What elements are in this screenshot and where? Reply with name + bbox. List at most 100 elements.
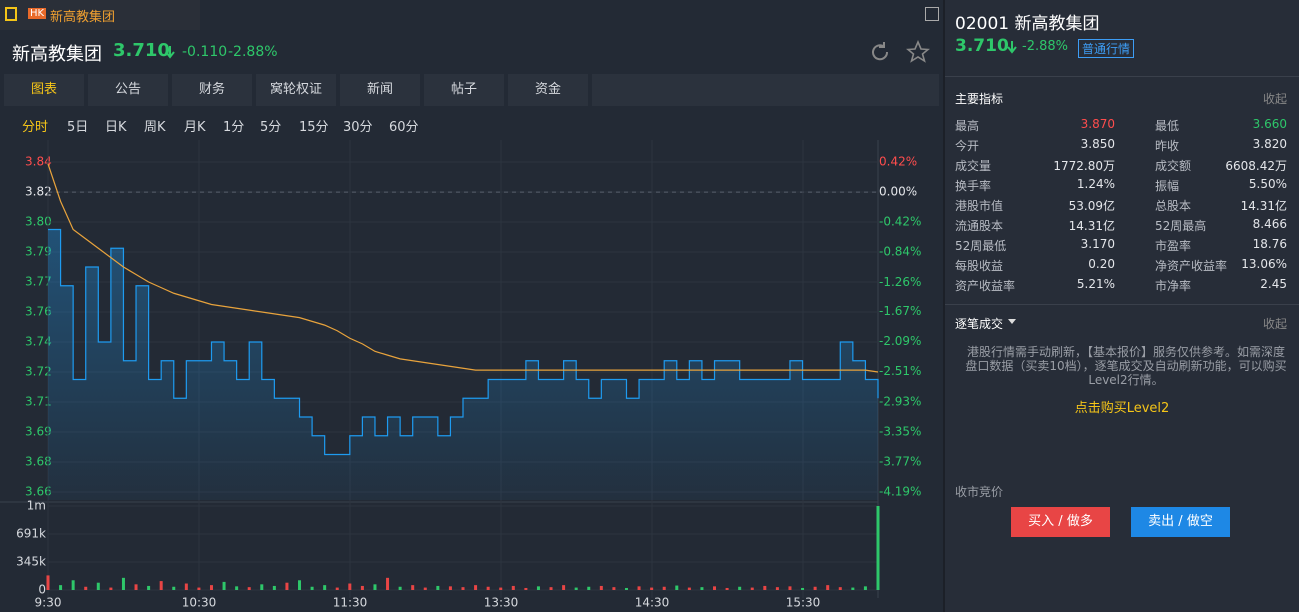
volume-bar bbox=[474, 585, 478, 590]
y2-tick-label: 0.00% bbox=[879, 185, 917, 199]
tab[interactable]: 帖子 bbox=[424, 74, 504, 106]
sell-button[interactable]: 卖出 / 做空 bbox=[1131, 507, 1230, 537]
y2-tick-label: -3.35% bbox=[879, 424, 921, 438]
volume-bar bbox=[310, 586, 314, 590]
stat-value: 0.20 bbox=[1088, 257, 1115, 271]
collapse[interactable]: 收起 bbox=[1263, 92, 1288, 106]
quote-badge[interactable]: 普通行情 bbox=[1078, 39, 1135, 58]
stat-value: 13.06% bbox=[1241, 257, 1287, 271]
tab[interactable]: 公告 bbox=[88, 74, 168, 106]
stat-value: 3.170 bbox=[1080, 237, 1115, 251]
volume-bar bbox=[574, 587, 578, 590]
volume-tick-label: 345k bbox=[16, 555, 46, 569]
stat-label: 52周最低 bbox=[955, 239, 1007, 253]
level2-link[interactable]: 点击购买Level2 bbox=[1074, 401, 1170, 416]
volume-bar bbox=[172, 586, 176, 590]
y2-tick-label: -2.09% bbox=[879, 334, 921, 348]
volume-bar bbox=[587, 586, 591, 590]
stat-label: 最低 bbox=[1155, 119, 1180, 133]
stat-value: 6608.42万 bbox=[1225, 159, 1287, 173]
stat-value: 2.45 bbox=[1260, 277, 1287, 291]
y2-tick-label: -2.93% bbox=[879, 394, 921, 408]
period[interactable]: 分时 bbox=[22, 120, 49, 135]
volume-bar bbox=[121, 577, 125, 590]
volume-bar bbox=[360, 585, 364, 590]
volume-bar bbox=[448, 586, 452, 590]
right-panel: 02001 新高教集团 3.710 -2.88% 普通行情 主要指标 收起 最高… bbox=[945, 0, 1299, 612]
y-tick-label: 3.82 bbox=[25, 185, 52, 199]
volume-bar bbox=[801, 587, 805, 590]
y-tick-label: 3.77 bbox=[25, 275, 52, 289]
volume-bar bbox=[46, 575, 50, 590]
period[interactable]: 日K bbox=[105, 120, 127, 135]
period[interactable]: 5分 bbox=[260, 120, 282, 135]
panel-toggle[interactable] bbox=[925, 7, 939, 21]
stat-label: 昨收 bbox=[1155, 139, 1180, 153]
period[interactable]: 月K bbox=[184, 120, 206, 135]
volume-bar bbox=[650, 587, 654, 590]
price: 3.710 bbox=[113, 40, 170, 61]
refresh-button[interactable] bbox=[868, 40, 892, 64]
y-tick-label: 3.68 bbox=[25, 455, 52, 469]
price-line bbox=[48, 228, 879, 456]
stat-value: 3.850 bbox=[1080, 137, 1115, 151]
volume-bar bbox=[109, 587, 113, 590]
x-tick-label: 15:30 bbox=[786, 596, 821, 610]
down-arrow bbox=[1007, 41, 1017, 54]
volume-bar bbox=[411, 585, 415, 590]
stat-value: 3.820 bbox=[1252, 137, 1287, 151]
volume-bar bbox=[147, 585, 151, 590]
period[interactable]: 周K bbox=[144, 120, 166, 135]
notice: 港股行情需手动刷新，【基本报价】服务仅供参考。如需深度盘口数据（买卖10档），逐… bbox=[965, 345, 1287, 387]
tab[interactable]: 资金 bbox=[508, 74, 588, 106]
volume-bar bbox=[662, 586, 666, 590]
stat-label: 每股收益 bbox=[955, 259, 1004, 273]
y-tick-label: 3.76 bbox=[25, 305, 52, 319]
stat-value: 5.21% bbox=[1076, 277, 1115, 291]
change-pct: -2.88% bbox=[228, 44, 278, 60]
volume-bar bbox=[675, 585, 679, 590]
volume-bar bbox=[562, 585, 566, 590]
tab[interactable]: 图表 bbox=[4, 74, 84, 106]
volume-bar bbox=[511, 585, 515, 590]
y-tick-label: 3.79 bbox=[25, 245, 52, 259]
buy-button[interactable]: 买入 / 做多 bbox=[1011, 507, 1110, 537]
volume-bar bbox=[84, 586, 88, 590]
volume-bar bbox=[624, 587, 628, 590]
dropdown-caret bbox=[1008, 319, 1016, 324]
period[interactable]: 60分 bbox=[389, 120, 419, 135]
period[interactable]: 1分 bbox=[223, 120, 245, 135]
star-button[interactable] bbox=[906, 40, 930, 64]
stat-label: 成交量 bbox=[955, 159, 992, 173]
tab[interactable]: 窝轮权证 bbox=[256, 74, 336, 106]
y-tick-label: 3.69 bbox=[25, 425, 52, 439]
icon bbox=[5, 7, 17, 21]
volume-bar bbox=[197, 587, 201, 590]
collapse[interactable]: 收起 bbox=[1263, 317, 1288, 331]
volume-bar bbox=[71, 580, 75, 590]
y2-tick-label: -1.67% bbox=[879, 304, 921, 318]
side-title: 02001 新高教集团 bbox=[955, 14, 1100, 34]
stat-label: 净资产收益率 bbox=[1155, 259, 1228, 273]
volume-bar bbox=[348, 583, 352, 590]
stat-label: 资产收益率 bbox=[955, 279, 1016, 293]
period[interactable]: 30分 bbox=[343, 120, 373, 135]
volume-bar bbox=[486, 586, 490, 590]
stat-value: 3.660 bbox=[1252, 117, 1287, 131]
y-tick-label: 3.80 bbox=[25, 215, 52, 229]
volume-bar bbox=[323, 585, 327, 590]
volume-bar bbox=[813, 586, 817, 590]
tab[interactable]: 新闻 bbox=[340, 74, 420, 106]
volume-bar bbox=[599, 585, 603, 590]
period[interactable]: 15分 bbox=[299, 120, 329, 135]
section-title[interactable]: 逐笔成交 bbox=[955, 317, 1004, 331]
stat-label: 最高 bbox=[955, 119, 980, 133]
stat-label: 港股市值 bbox=[955, 199, 1004, 213]
price-area bbox=[48, 229, 878, 500]
tab[interactable]: 财务 bbox=[172, 74, 252, 106]
period[interactable]: 5日 bbox=[67, 120, 89, 135]
volume-bar bbox=[423, 587, 427, 590]
volume-bar bbox=[700, 587, 704, 590]
volume-bar bbox=[59, 585, 63, 590]
stock-name: 新高教集团 bbox=[12, 44, 102, 65]
